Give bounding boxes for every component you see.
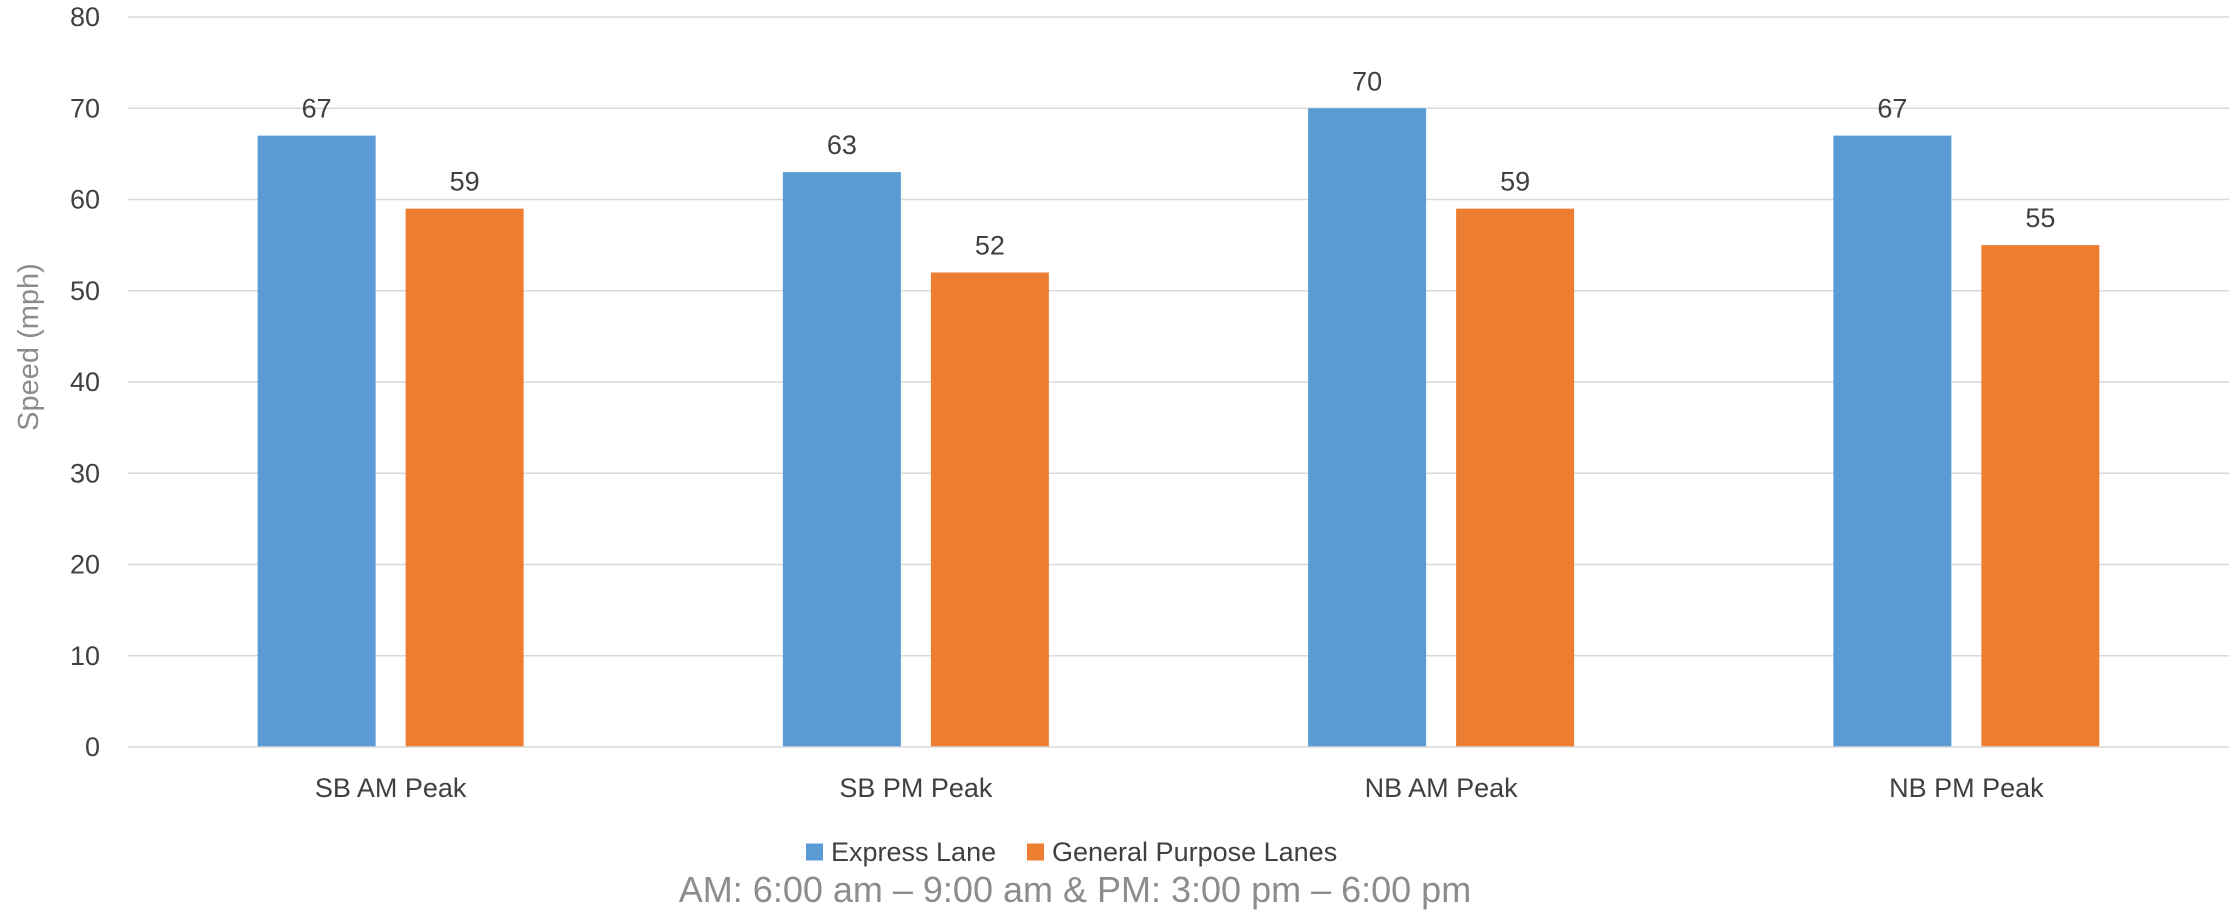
y-tick-label: 80 [70, 2, 100, 32]
y-axis-title: Speed (mph) [13, 263, 45, 431]
bar-express-lane [782, 172, 901, 747]
data-label: 59 [450, 167, 480, 197]
bar-general-purpose-lanes [930, 272, 1049, 747]
data-label: 67 [1877, 94, 1907, 124]
legend-swatch [806, 843, 823, 861]
x-tick-label: SB AM Peak [315, 773, 467, 803]
y-tick-label: 60 [70, 185, 100, 215]
data-labels: 67 59 63 52 70 59 67 55 [302, 66, 2056, 260]
data-label: 70 [1352, 66, 1382, 96]
y-tick-label: 70 [70, 93, 100, 123]
y-tick-label: 30 [70, 458, 100, 488]
x-tick-label: SB PM Peak [839, 773, 993, 803]
x-tick-label: NB AM Peak [1365, 773, 1519, 803]
footnote-time-ranges: AM: 6:00 am – 9:00 am & PM: 3:00 pm – 6:… [679, 869, 1471, 910]
data-label: 67 [302, 94, 332, 124]
bar-general-purpose-lanes [405, 208, 524, 747]
x-tick-label: NB PM Peak [1889, 773, 2044, 803]
y-tick-label: 20 [70, 550, 100, 580]
bar-express-lane [1833, 135, 1952, 747]
y-axis-ticks: 0 10 20 30 40 50 60 70 80 [70, 2, 100, 762]
y-tick-label: 0 [85, 732, 100, 762]
bars [257, 108, 2100, 747]
bar-general-purpose-lanes [1456, 208, 1575, 747]
x-axis-ticks: SB AM Peak SB PM Peak NB AM Peak NB PM Peak [315, 773, 2044, 803]
bar-express-lane [1308, 108, 1427, 747]
legend-label: General Purpose Lanes [1052, 837, 1337, 867]
bar-express-lane [257, 135, 376, 747]
y-tick-label: 10 [70, 641, 100, 671]
legend-swatch [1027, 843, 1044, 861]
y-tick-label: 40 [70, 367, 100, 397]
y-tick-label: 50 [70, 276, 100, 306]
data-label: 59 [1500, 167, 1530, 197]
data-label: 52 [975, 231, 1005, 261]
data-label: 63 [827, 130, 857, 160]
legend: Express Lane General Purpose Lanes [806, 837, 1337, 867]
bar-general-purpose-lanes [1981, 245, 2100, 747]
data-label: 55 [2025, 203, 2055, 233]
legend-label: Express Lane [831, 837, 996, 867]
